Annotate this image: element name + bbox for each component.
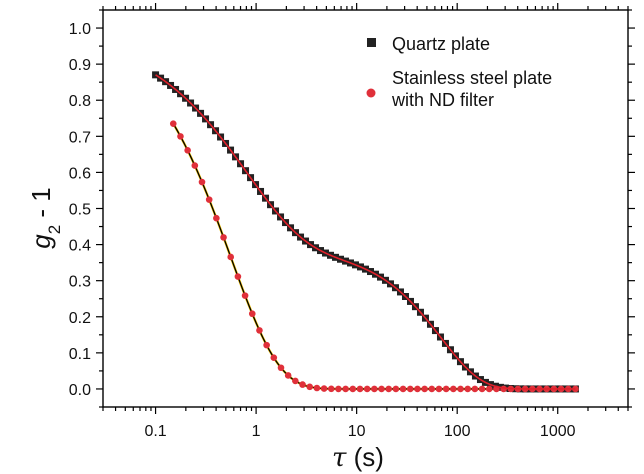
data-point-stainless	[327, 385, 335, 393]
legend-label-quartz: Quartz plate	[392, 34, 490, 54]
data-point-stainless	[177, 133, 184, 140]
y-tick-label: 0.1	[69, 346, 91, 363]
data-point-stainless	[392, 385, 400, 393]
data-point-stainless	[414, 385, 421, 393]
y-tick-label: 0.6	[69, 165, 91, 182]
data-point-stainless	[191, 162, 199, 169]
data-point-stainless	[299, 381, 306, 388]
legend-marker-stainless	[366, 88, 376, 98]
data-point-stainless	[270, 354, 278, 361]
data-point-stainless	[342, 385, 349, 393]
y-tick-label: 0.9	[69, 57, 91, 74]
data-point-stainless	[471, 385, 479, 393]
data-point-stainless	[435, 385, 443, 393]
data-point-stainless	[256, 327, 263, 334]
data-point-stainless	[248, 310, 256, 318]
data-point-stainless	[500, 385, 507, 393]
data-point-stainless	[335, 385, 342, 393]
data-point-stainless	[241, 292, 249, 299]
legend-marker-quartz	[367, 38, 376, 47]
data-point-stainless	[457, 385, 464, 393]
data-point-stainless	[320, 385, 328, 392]
data-point-stainless	[227, 253, 235, 261]
data-point-stainless	[385, 385, 393, 393]
data-points	[152, 71, 579, 393]
data-point-stainless	[363, 385, 371, 393]
data-point-stainless	[421, 385, 428, 393]
y-tick-label: 0.2	[69, 310, 91, 327]
data-point-stainless	[277, 364, 285, 372]
legend-label-stainless-line2: with ND filter	[391, 90, 494, 110]
data-point-stainless	[263, 341, 270, 349]
legend: Quartz plate Stainless steel plate with …	[366, 34, 552, 110]
y-tick-label: 0.4	[69, 238, 91, 255]
data-point-stainless	[184, 147, 191, 154]
data-point-stainless	[406, 385, 414, 393]
y-axis-title: g2 - 1	[26, 187, 64, 249]
legend-label-stainless-line1: Stainless steel plate	[392, 68, 552, 88]
y-tick-label: 0.5	[69, 202, 91, 219]
y-tick-label: 0.8	[69, 93, 91, 110]
data-point-stainless	[205, 196, 213, 203]
data-point-stainless	[220, 234, 227, 241]
data-point-stainless	[292, 377, 299, 385]
data-point-stainless	[371, 385, 378, 393]
data-point-stainless	[169, 120, 177, 127]
data-point-stainless	[442, 385, 450, 393]
data-point-stainless	[356, 385, 364, 393]
data-point-stainless	[284, 372, 292, 379]
x-tick-label: 1000	[540, 423, 576, 440]
data-point-stainless	[313, 384, 321, 392]
data-point-stainless	[450, 385, 457, 393]
x-tick-label: 100	[444, 423, 471, 440]
data-point-stainless	[485, 385, 493, 393]
data-point-stainless	[464, 385, 472, 393]
data-point-stainless	[306, 383, 314, 391]
x-axis-title: τ (s)	[332, 442, 384, 473]
data-point-stainless	[349, 385, 357, 393]
data-point-stainless	[428, 385, 436, 393]
axes	[96, 3, 635, 414]
data-point-stainless	[399, 385, 407, 393]
x-tick-label: 0.1	[144, 423, 166, 440]
x-tick-label: 1	[252, 423, 261, 440]
data-point-stainless	[378, 385, 385, 393]
y-tick-label: 0.3	[69, 274, 91, 291]
data-point-stainless	[213, 214, 220, 222]
data-point-stainless	[198, 178, 206, 186]
data-point-stainless	[234, 273, 242, 280]
fit-curve-quartz	[155, 74, 576, 390]
y-tick-label: 0.0	[69, 382, 91, 399]
tick-labels: 0.1 1 10 100 1000 0.0 0.1 0.2 0.3 0.4 0.5 0.6 0.7 0.8…	[69, 21, 576, 440]
x-tick-label: 10	[348, 423, 366, 440]
y-tick-label: 1.0	[69, 21, 91, 38]
y-tick-label: 0.7	[69, 129, 91, 146]
data-point-stainless	[478, 385, 486, 393]
